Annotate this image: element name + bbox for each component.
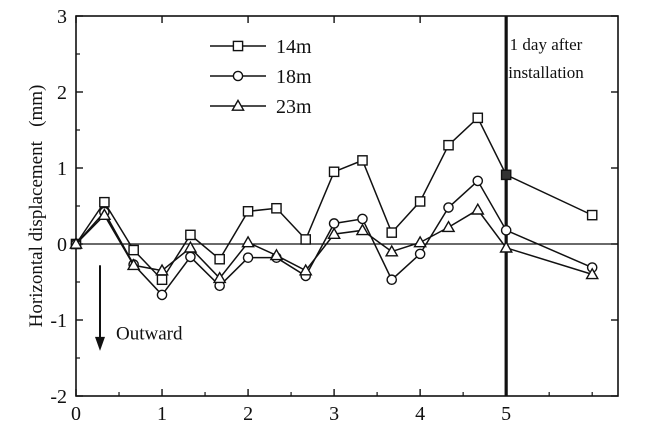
data-point-23m (413, 235, 427, 248)
data-point-23m (585, 267, 599, 280)
legend-marker-23m (231, 98, 245, 111)
y-tick-label: 0 (57, 234, 67, 256)
data-point-18m (472, 175, 484, 187)
y-tick-label: 3 (57, 6, 67, 28)
data-point-23m (355, 223, 370, 236)
data-point-14m (242, 206, 254, 217)
x-tick-label: 4 (415, 403, 425, 425)
legend-marker-18m (232, 70, 244, 82)
data-point-23m (269, 248, 284, 261)
y-tick-label: 2 (57, 82, 67, 104)
data-point-14m (586, 209, 598, 221)
data-point-14m (328, 166, 340, 178)
data-point-18m (242, 252, 254, 263)
data-point-14m (185, 229, 196, 241)
y-axis-label: Horizontal displacement (mm) (26, 85, 47, 328)
data-point-14m (386, 227, 398, 238)
data-point-23m (298, 263, 313, 276)
data-point-23m (212, 271, 227, 284)
data-point-14m (357, 155, 368, 166)
data-point-23m (69, 236, 83, 249)
data-point-23m (241, 235, 255, 248)
data-point-14m (300, 234, 312, 245)
x-tick-label: 0 (71, 403, 81, 425)
data-point-14m (128, 244, 139, 256)
y-tick-label: 1 (57, 158, 67, 180)
data-point-14m (414, 196, 426, 207)
data-point-18m (185, 251, 196, 263)
y-tick-label: -2 (50, 386, 67, 408)
data-point-18m (443, 202, 454, 213)
data-point-18m (386, 274, 398, 286)
x-tick-label: 1 (157, 403, 167, 425)
outward-arrow-head (95, 336, 105, 351)
outward-label: Outward (116, 324, 183, 345)
data-point-18m (357, 213, 368, 225)
data-point-18m (500, 225, 512, 236)
series-line-14m (75, 116, 593, 281)
data-point-14m (472, 112, 484, 124)
x-tick-label: 2 (243, 403, 253, 425)
data-point-14m (443, 139, 454, 151)
y-tick-label: -1 (50, 310, 67, 332)
installation-label-line2: installation (508, 63, 584, 82)
installation-label-line1: 1 day after (510, 35, 583, 54)
data-point-23m (155, 263, 169, 276)
data-point-23m (97, 208, 112, 221)
data-point-14m (99, 196, 110, 208)
data-point-14m (500, 169, 512, 181)
data-point-23m (126, 258, 141, 271)
x-tick-label: 3 (329, 403, 339, 425)
data-point-18m (328, 218, 340, 229)
data-point-18m (414, 248, 426, 260)
data-point-23m (441, 220, 456, 233)
data-point-23m (499, 240, 513, 253)
data-point-14m (156, 274, 168, 286)
data-point-23m (384, 244, 399, 257)
legend-label: 23m (276, 96, 312, 118)
data-point-14m (271, 202, 282, 214)
data-point-23m (183, 240, 198, 253)
legend-label: 14m (276, 36, 312, 58)
legend-label: 18m (276, 66, 312, 88)
data-point-14m (214, 253, 225, 265)
data-point-18m (156, 289, 168, 301)
legend-marker-14m (232, 40, 244, 52)
data-point-23m (470, 202, 485, 215)
x-tick-label: 5 (501, 403, 511, 425)
data-point-23m (327, 227, 341, 240)
